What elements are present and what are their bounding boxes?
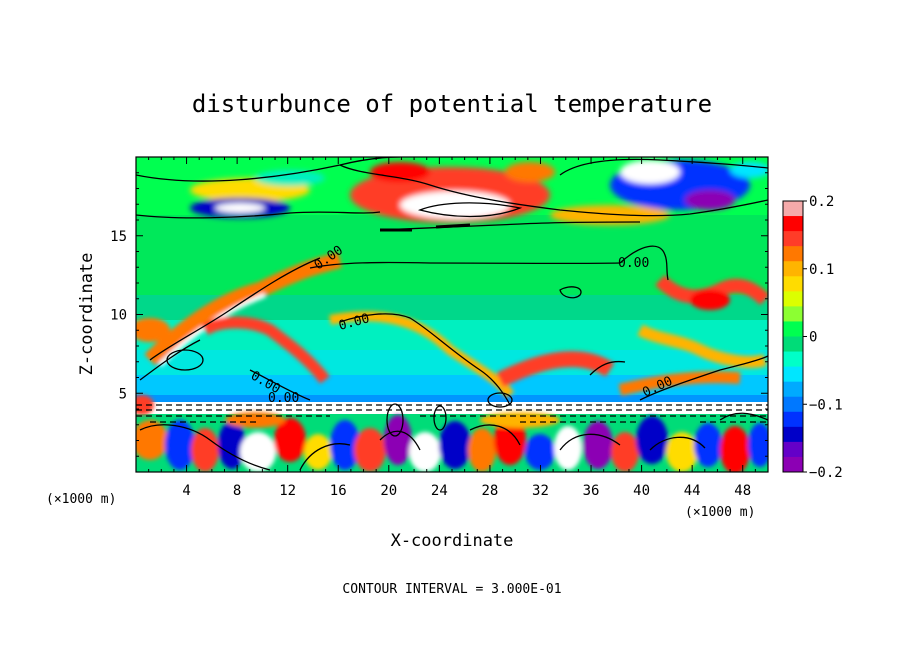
band-blue (136, 395, 768, 405)
colorbar-swatch (783, 216, 803, 232)
x-axis: 4 8 12 16 20 24 28 32 36 40 44 48 (148, 157, 756, 499)
colorbar-tick-label: 0.2 (809, 194, 834, 210)
colorbar-swatch (783, 336, 803, 353)
contour-label: 0.00 (268, 391, 299, 406)
x-tick-label: 48 (734, 483, 751, 499)
x-tick-label: 8 (233, 483, 241, 499)
colorbar-swatch (783, 276, 803, 292)
y-axis: 5 10 15 (110, 172, 768, 457)
x-tick-label: 20 (380, 483, 397, 499)
x-tick-label: 36 (583, 483, 600, 499)
colorbar-ticks: 0.2 0.1 0 −0.1 −0.2 (803, 194, 843, 481)
colorbar-swatch (783, 306, 803, 322)
x-tick-label: 44 (684, 483, 701, 499)
x-unit-right: (×1000 m) (685, 505, 755, 520)
colorbar-swatch (783, 426, 803, 443)
colorbar-swatch (783, 201, 803, 217)
x-tick-label: 40 (633, 483, 650, 499)
colorbar-swatch (783, 261, 803, 277)
colorbar-swatch (783, 396, 803, 413)
x-tick-label: 16 (330, 483, 347, 499)
colorbar-tick-label: 0 (809, 330, 817, 346)
colorbar-swatch (783, 231, 803, 247)
chart-title: disturbunce of potential temperature (192, 90, 712, 118)
colorbar-swatch (783, 381, 803, 398)
x-tick-label: 12 (279, 483, 296, 499)
x-axis-label: X-coordinate (391, 531, 514, 551)
x-unit-left: (×1000 m) (46, 492, 116, 507)
x-tick-label: 32 (532, 483, 549, 499)
colorbar (783, 201, 803, 473)
x-tick-label: 4 (182, 483, 190, 499)
colorbar-tick-label: −0.1 (809, 397, 843, 413)
colorbar-swatch (783, 411, 803, 428)
colorbar-swatch (783, 291, 803, 307)
colorbar-swatch (783, 366, 803, 383)
y-tick-label: 5 (119, 386, 127, 402)
colorbar-tick-label: −0.2 (809, 465, 843, 481)
colorbar-swatch (783, 441, 803, 458)
band-lightblue (136, 375, 768, 395)
band-white (136, 402, 768, 414)
colorbar-swatch (783, 456, 803, 473)
x-tick-label: 24 (431, 483, 448, 499)
y-axis-label: Z-coordinate (77, 253, 97, 376)
y-tick-label: 10 (110, 308, 127, 324)
y-tick-label: 15 (110, 229, 127, 245)
plot-area: 0.00 0.00 0.00 0.00 0.00 0.00 (136, 157, 768, 472)
colorbar-swatch (783, 321, 803, 337)
contour-label: 0.00 (618, 256, 649, 271)
colorbar-swatch (783, 246, 803, 262)
x-tick-label: 28 (481, 483, 498, 499)
colorbar-swatch (783, 351, 803, 368)
contour-interval: CONTOUR INTERVAL = 3.000E-01 (342, 582, 561, 597)
colorbar-tick-label: 0.1 (809, 262, 834, 278)
